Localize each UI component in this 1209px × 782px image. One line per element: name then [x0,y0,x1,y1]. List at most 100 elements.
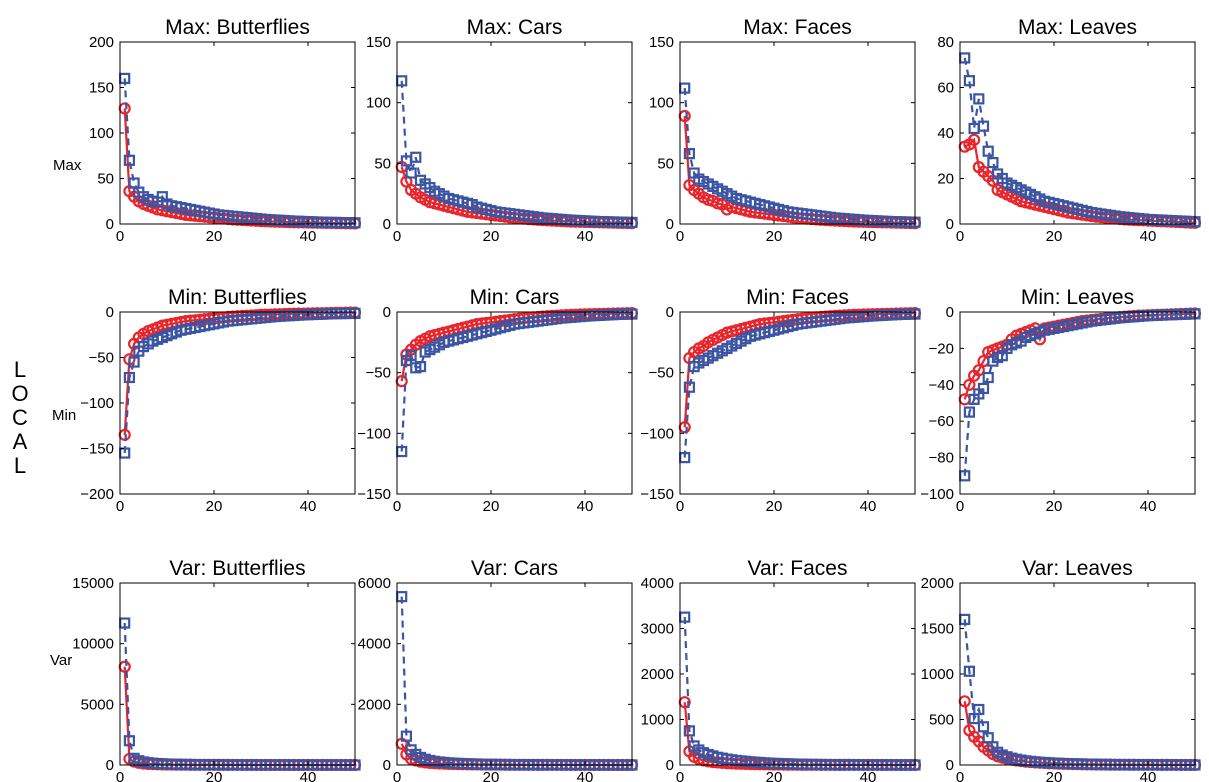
y-tick-label: 100 [366,95,391,112]
y-tick-label: 500 [929,712,954,729]
y-tick-label: 4000 [641,575,674,592]
y-tick-label: 40 [937,125,954,142]
y-tick-label: 3000 [641,621,674,638]
subplot-8: Min: Leaves 0 20 40 −100 −80 −60 −40 −20 0 [920,286,1201,515]
x-tick-label: 0 [393,769,401,782]
x-tick-label: 20 [766,228,783,245]
data-point-square [683,725,696,737]
y-tick-label: 20 [937,171,954,188]
y-tick-label: 10000 [72,636,114,653]
data-point-square [123,735,136,747]
y-tick-label: −150 [640,486,674,503]
x-tick-label: 40 [300,769,317,782]
subplot-12: Var: Leaves 0 20 40 0 500 1000 1500 2000 [921,557,1201,782]
subplot-title: Min: Cars [470,286,560,309]
subplot-title: Max: Butterflies [165,16,310,39]
x-tick-label: 20 [483,498,500,515]
x-tick-label: 0 [676,498,684,515]
y-tick-label: −100 [357,425,391,442]
subplot-title: Var: Leaves [1022,557,1133,580]
y-tick-label: −60 [929,413,954,430]
data-point-square [982,371,994,384]
series-line-blue [683,617,915,766]
y-tick-label: 100 [89,125,114,142]
axes-box [396,311,633,495]
y-tick-label: 0 [946,304,954,321]
plot-area [958,307,1201,482]
x-tick-label: 40 [1140,228,1157,245]
subplot-10: Var: Cars 0 20 40 0 2000 4000 6000 [358,557,638,782]
data-point-square [982,145,994,157]
subplot-7: Min: Faces 0 20 40 −150 −100 −50 0 [640,286,921,515]
y-tick-label: −50 [649,365,674,382]
y-tick-label: 0 [106,757,114,774]
y-tick-label: −50 [89,350,114,367]
series-line-red [123,666,355,767]
data-point-square [963,406,976,418]
y-tick-label: 100 [649,95,674,112]
data-point-square [963,75,976,87]
data-point-circle [967,133,981,146]
x-tick-label: 40 [1140,498,1157,515]
x-tick-label: 20 [1046,498,1063,515]
y-tick-label: 0 [666,216,674,233]
y-tick-label: 150 [366,34,391,51]
axes-box [119,582,356,766]
x-tick-label: 20 [206,498,223,515]
plot-area [678,611,921,771]
data-point-square [977,721,990,733]
subplot-title: Max: Faces [743,16,852,39]
y-tick-label: 50 [657,155,674,172]
x-tick-label: 0 [393,498,401,515]
axes-box [679,311,916,495]
subplot-title: Var: Butterflies [169,557,305,580]
x-tick-label: 20 [206,228,223,245]
y-tick-label: 50 [97,171,114,188]
row-label-max: Max [53,157,82,174]
y-tick-label: −150 [80,441,114,458]
x-tick-label: 20 [483,228,500,245]
y-tick-label: −100 [920,486,954,503]
axes-box [679,41,916,225]
y-tick-label: 0 [946,216,954,233]
x-tick-label: 40 [860,498,877,515]
subplot-title: Var: Faces [748,557,848,580]
plot-area [118,306,361,459]
subplot-9: Var: Butterflies 0 20 40 0 5000 10000 15000 [72,557,361,782]
series-line-blue [963,312,1196,476]
y-tick-label: 0 [383,304,391,321]
subplot-title: Min: Faces [746,286,849,309]
x-tick-label: 0 [956,228,964,245]
plot-area [118,617,361,771]
data-point-square [400,730,412,742]
y-tick-label: −50 [366,365,391,382]
x-tick-label: 40 [300,498,317,515]
y-tick-label: 6000 [358,575,391,592]
data-point-square [683,381,696,393]
data-point-square [123,371,136,384]
y-tick-label: 0 [106,216,114,233]
y-tick-label: −200 [80,486,114,503]
subplot-title: Var: Cars [471,557,558,580]
y-tick-label: 0 [383,216,391,233]
y-tick-label: 0 [666,304,674,321]
y-tick-label: 0 [666,757,674,774]
x-tick-label: 0 [393,228,401,245]
row-label-var: Var [50,652,73,669]
plot-area [395,75,638,230]
y-tick-label: 4000 [358,636,391,653]
x-tick-label: 0 [116,228,124,245]
y-tick-label: −40 [929,377,954,394]
axes-box [959,311,1196,495]
y-tick-label: 1000 [641,712,674,729]
axes-box [396,41,633,225]
y-tick-label: 0 [946,757,954,774]
data-point-square [982,732,994,744]
series-line-red [963,701,1195,767]
y-tick-label: −100 [80,395,114,412]
plot-area [958,52,1201,229]
data-point-square [987,156,999,169]
subplot-11: Var: Faces 0 20 40 0 1000 2000 3000 4000 [641,557,921,782]
plot-area [678,82,921,230]
